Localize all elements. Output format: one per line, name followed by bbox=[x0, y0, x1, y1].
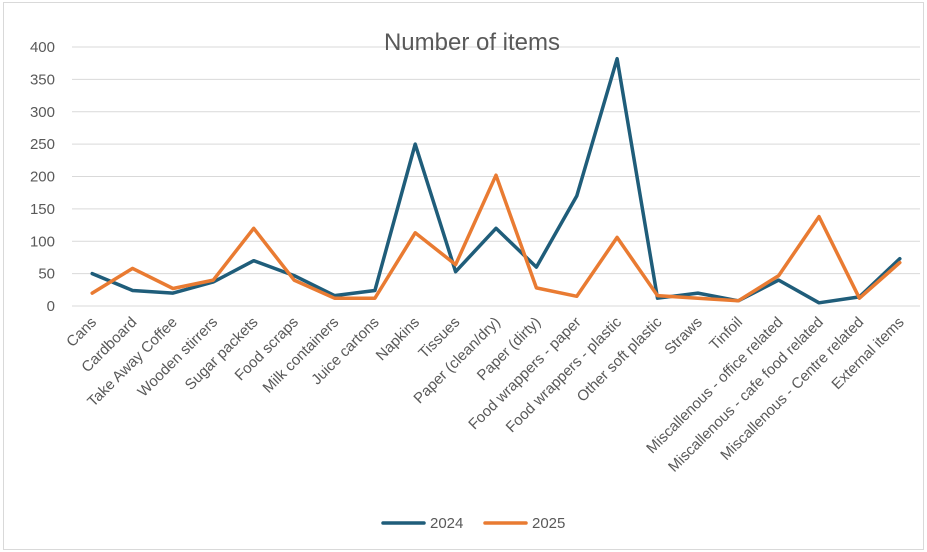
y-tick-label: 250 bbox=[30, 136, 55, 153]
y-tick-label: 150 bbox=[30, 201, 55, 218]
y-axis-ticks: 0 50 100 150 200 250 300 350 400 bbox=[30, 39, 55, 315]
legend-label-2024: 2024 bbox=[430, 515, 463, 532]
x-tick-label: External items bbox=[828, 314, 907, 393]
y-tick-label: 350 bbox=[30, 71, 55, 88]
series-line-2025 bbox=[90, 173, 902, 303]
series-line-2024 bbox=[90, 56, 902, 305]
chart-title: Number of items bbox=[384, 29, 560, 56]
gridlines bbox=[72, 46, 920, 307]
y-tick-label: 0 bbox=[47, 298, 55, 315]
legend: 2024 2025 bbox=[381, 515, 565, 532]
legend-label-2025: 2025 bbox=[532, 515, 565, 532]
x-tick-label: Straws bbox=[661, 314, 705, 358]
y-tick-label: 200 bbox=[30, 169, 55, 186]
y-tick-label: 50 bbox=[38, 266, 55, 283]
y-tick-label: 100 bbox=[30, 233, 55, 250]
series-lines bbox=[90, 56, 902, 305]
x-tick-label: Napkins bbox=[373, 314, 423, 364]
y-tick-label: 300 bbox=[30, 104, 55, 121]
chart-frame bbox=[3, 2, 924, 550]
y-tick-label: 400 bbox=[30, 39, 55, 56]
x-tick-label: Cans bbox=[63, 314, 100, 351]
